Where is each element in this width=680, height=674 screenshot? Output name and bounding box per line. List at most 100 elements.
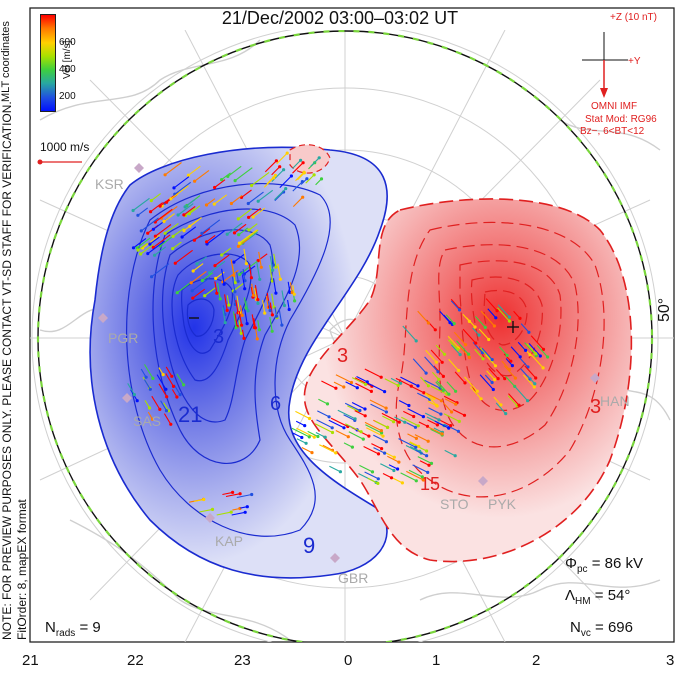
velocity-vector-227: [398, 400, 410, 406]
velocity-vector-288: [530, 335, 544, 350]
vector-origin-57: [192, 238, 196, 242]
vector-origin-117: [257, 328, 261, 332]
velocity-vector-257: [337, 409, 356, 420]
vector-origin-180: [370, 470, 375, 474]
velocity-vector-122: [216, 283, 221, 299]
vector-origin-61: [162, 219, 166, 224]
velocity-vector-359: [165, 366, 173, 377]
vector-origin-325: [517, 403, 521, 407]
velocity-scale-label: 1000 m/s: [40, 140, 90, 154]
vector-origin-378: [317, 156, 321, 160]
vector-origin-212: [403, 420, 407, 424]
velocity-vector-147: [256, 262, 261, 280]
vector-origin-153: [425, 449, 429, 453]
vector-origin-72: [165, 200, 169, 204]
velocity-vector-304: [485, 354, 496, 367]
velocity-vector-251: [351, 377, 366, 385]
vector-origin-343: [148, 387, 152, 391]
vector-origin-173: [439, 412, 443, 416]
velocity-vector-316: [520, 323, 530, 333]
vector-origin-335: [426, 321, 430, 325]
vector-origin-133: [240, 313, 244, 317]
velocity-vector-78: [172, 227, 185, 237]
vector-origin-78: [171, 234, 175, 238]
site-label-sto: STO: [440, 496, 469, 512]
vector-origin-338: [437, 377, 441, 381]
vector-origin-183: [392, 455, 396, 459]
velocity-vector-21: [209, 260, 226, 274]
velocity-vector-242: [373, 447, 385, 454]
velocity-vector-367: [292, 181, 303, 192]
vector-origin-354: [132, 393, 136, 397]
vector-origin-288: [541, 347, 546, 351]
velocity-vector-5: [206, 230, 226, 245]
vector-origin-43: [139, 229, 143, 233]
velocity-vector-189: [345, 381, 358, 389]
velocity-vector-134: [262, 300, 266, 314]
velocity-vector-92: [265, 295, 269, 308]
vector-origin-75: [229, 201, 233, 206]
vector-origin-70: [149, 210, 153, 214]
vector-origin-63: [250, 183, 254, 188]
velocity-vector-309: [478, 328, 490, 340]
velocity-vector-110: [243, 297, 247, 309]
velocity-vector-143: [221, 268, 225, 285]
vector-origin-47: [151, 227, 155, 231]
velocity-vector-211: [433, 427, 443, 433]
colorbar-tick-600: 600: [59, 37, 76, 48]
vector-origin-176: [379, 375, 383, 379]
velocity-vector-358: [163, 413, 172, 425]
vector-origin-129: [233, 290, 237, 294]
vector-origin-184: [363, 414, 367, 418]
vector-origin-95: [278, 277, 282, 281]
vector-origin-302: [481, 357, 485, 361]
velocity-vector-144: [222, 307, 226, 323]
velocity-vector-344: [158, 383, 168, 397]
vector-origin-143: [222, 282, 226, 286]
vector-origin-15: [236, 217, 240, 221]
vector-origin-162: [330, 426, 334, 430]
velocity-vector-206: [388, 464, 398, 470]
vector-origin-140: [253, 326, 257, 330]
vector-origin-186: [312, 435, 316, 439]
vector-origin-361: [301, 161, 305, 165]
velocity-vector-61: [163, 213, 175, 222]
velocity-vector-347: [173, 384, 181, 395]
velocity-vector-331: [513, 385, 529, 402]
vector-origin-177: [425, 424, 430, 428]
velocity-vector-107: [269, 264, 273, 282]
velocity-vector-262: [412, 358, 427, 374]
vector-origin-51: [247, 215, 251, 219]
velocity-vector-320: [446, 381, 457, 392]
vector-origin-243: [440, 432, 444, 436]
velocity-vector-352: [165, 373, 174, 387]
vector-origin-321: [546, 355, 550, 359]
velocity-vector-121: [251, 283, 255, 296]
vector-origin-327: [457, 308, 462, 312]
velocity-vector-337: [496, 307, 510, 322]
vector-origin-261: [494, 316, 498, 320]
velocity-vector-89: [234, 223, 247, 234]
velocity-vector-58: [149, 236, 160, 245]
vector-origin-250: [437, 418, 441, 422]
vector-origin-24: [135, 246, 139, 250]
vector-origin-330: [493, 378, 497, 382]
velocity-vector-315: [488, 367, 499, 379]
vector-origin-280: [433, 328, 437, 332]
velocity-vector-270: [493, 396, 502, 406]
velocity-vector-29: [137, 207, 149, 216]
vector-origin-217: [389, 476, 394, 480]
velocity-vector-208: [443, 423, 459, 432]
vector-origin-208: [456, 429, 460, 433]
colorbar-tick-200: 200: [59, 91, 76, 102]
velocity-vector-184: [354, 410, 366, 417]
velocity-vector-302: [474, 348, 484, 360]
vector-origin-201: [346, 435, 350, 439]
velocity-vector-375: [305, 174, 315, 184]
velocity-vector-38: [214, 254, 230, 267]
vector-origin-179: [462, 413, 467, 417]
vector-origin-6: [232, 260, 236, 264]
velocity-vector-158: [333, 381, 345, 388]
vector-origin-219: [338, 470, 342, 474]
